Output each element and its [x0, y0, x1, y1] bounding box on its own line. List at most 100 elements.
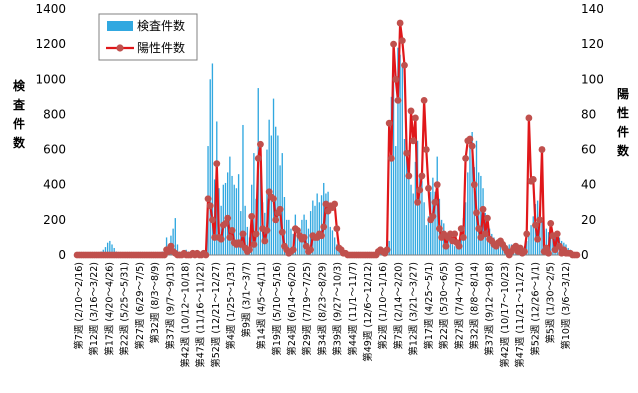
point-positives: [462, 155, 469, 162]
bar-tests: [469, 139, 470, 255]
point-positives: [392, 76, 399, 83]
point-positives: [403, 150, 410, 157]
bars-layer: [98, 48, 577, 255]
point-positives: [246, 246, 253, 253]
point-positives: [545, 250, 552, 257]
point-positives: [451, 231, 458, 238]
point-positives: [436, 225, 443, 232]
point-positives: [290, 246, 297, 253]
point-positives: [386, 120, 393, 127]
point-positives: [536, 216, 543, 223]
point-positives: [467, 136, 474, 143]
x-tick-label: 第7週 (2/10～2/16): [73, 262, 85, 350]
x-tick-label: 第22週 (5/25～5/31): [119, 262, 131, 356]
point-positives: [475, 225, 482, 232]
point-positives: [434, 181, 441, 188]
point-positives: [525, 115, 532, 122]
x-tick-label: 第10週 (3/6～3/12): [560, 262, 572, 350]
point-positives: [257, 141, 264, 148]
y-tick-label-left: 400: [43, 178, 66, 192]
x-tick-label: 第9週 (3/1～3/7): [240, 262, 252, 338]
x-tick-label: 第34週 (8/23～8/29): [316, 262, 328, 356]
point-positives: [410, 137, 417, 144]
x-tick-label: 第27週 (6/29～7/5): [134, 262, 146, 350]
y-tick-label-left: 200: [43, 213, 66, 227]
axis-title-char: 数: [13, 135, 26, 150]
point-positives: [443, 243, 450, 250]
x-tick-label: 第19週 (5/10～5/16): [271, 262, 283, 356]
legend-swatch-positives-marker: [116, 44, 123, 51]
point-positives: [253, 231, 260, 238]
point-positives: [530, 176, 537, 183]
point-positives: [547, 220, 554, 227]
y-tick-label-left: 1400: [35, 2, 66, 16]
y-tick-label-left: 1000: [35, 72, 66, 86]
bar-tests: [452, 244, 453, 255]
y-axis-label-left: 検査件数: [12, 78, 26, 150]
axis-title-char: 件: [617, 124, 629, 139]
point-positives: [388, 155, 395, 162]
bar-tests: [399, 55, 400, 255]
point-positives: [209, 216, 216, 223]
point-positives: [205, 195, 212, 202]
point-positives: [482, 231, 489, 238]
point-positives: [320, 223, 327, 230]
bar-tests: [268, 120, 269, 255]
point-positives: [318, 232, 325, 239]
point-positives: [301, 234, 308, 241]
point-positives: [539, 146, 546, 153]
legend-label-positives: 陽性件数: [137, 40, 185, 55]
bar-tests: [402, 63, 403, 255]
bar-tests: [210, 79, 211, 255]
bar-tests: [410, 185, 411, 255]
y-tick-label-left: 1200: [35, 37, 66, 51]
bar-tests: [395, 146, 396, 255]
x-tick-label: 第5週 (1/30～2/5): [545, 262, 557, 344]
point-positives: [250, 241, 257, 248]
point-positives: [384, 246, 391, 253]
bar-tests: [223, 185, 224, 255]
point-positives: [419, 173, 426, 180]
point-positives: [213, 160, 220, 167]
point-positives: [331, 201, 338, 208]
x-tick-label: 第47週 (11/16～11/22): [195, 262, 207, 368]
point-positives: [480, 206, 487, 213]
x-tick-label: 第37週 (9/12～9/18): [484, 262, 496, 356]
x-tick-label: 第37週 (9/7～9/13): [164, 262, 176, 350]
point-positives: [207, 202, 214, 209]
bar-tests: [317, 194, 318, 256]
y-tick-label-left: 600: [43, 143, 66, 157]
point-positives: [264, 227, 271, 234]
point-positives: [534, 236, 541, 243]
point-positives: [240, 231, 247, 238]
y-tick-label-right: 20: [581, 213, 596, 227]
bar-tests: [277, 136, 278, 255]
point-positives: [255, 155, 262, 162]
bar-tests: [467, 172, 468, 255]
x-tick-label: 第22週 (5/30～6/5): [438, 262, 450, 350]
point-positives: [408, 108, 415, 115]
point-positives: [307, 246, 314, 253]
axis-title-char: 件: [13, 116, 25, 131]
axis-title-char: 数: [617, 143, 630, 158]
point-positives: [272, 216, 279, 223]
bar-tests: [319, 202, 320, 255]
bar-tests: [227, 172, 228, 255]
point-positives: [484, 215, 491, 222]
point-positives: [429, 213, 436, 220]
legend: 検査件数 陽性件数: [99, 14, 197, 60]
legend-label-tests: 検査件数: [137, 18, 185, 33]
x-tick-label: 第52週 (12/26～1/1): [529, 262, 541, 356]
x-tick-label: 第29週 (7/19～7/25): [301, 262, 313, 356]
bar-tests: [426, 225, 427, 255]
point-positives: [270, 195, 277, 202]
x-tick-label: 第17週 (4/20～4/26): [103, 262, 115, 356]
point-positives: [224, 215, 231, 222]
point-positives: [574, 252, 581, 259]
legend-swatch-tests: [107, 21, 133, 31]
point-positives: [399, 37, 406, 44]
point-positives: [432, 199, 439, 206]
point-positives: [395, 97, 402, 104]
point-positives: [456, 243, 463, 250]
